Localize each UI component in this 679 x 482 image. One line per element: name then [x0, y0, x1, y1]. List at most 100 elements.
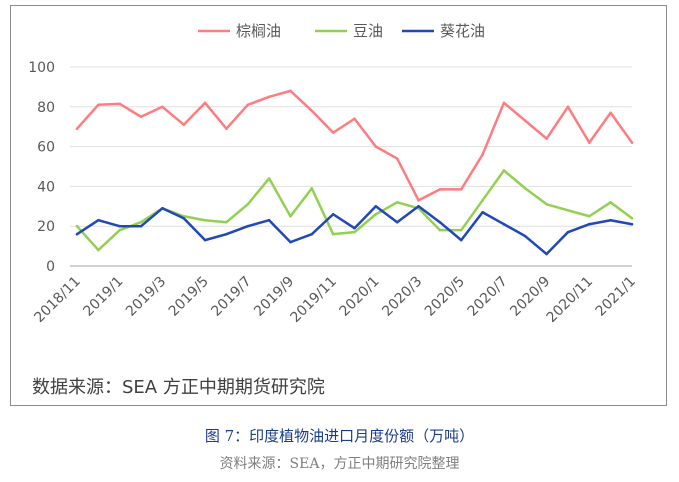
legend-label: 棕榈油	[236, 22, 281, 40]
data-point	[267, 218, 271, 222]
figure-source: 资料来源：SEA，方正中期研究院整理	[219, 456, 460, 472]
data-point	[502, 222, 506, 226]
data-point	[225, 127, 228, 130]
y-tick-label: 100	[28, 60, 55, 76]
data-point	[139, 115, 143, 119]
legend-label: 豆油	[353, 22, 383, 40]
data-point	[417, 205, 420, 208]
data-point	[225, 232, 228, 236]
data-point	[630, 222, 634, 226]
data-point	[161, 206, 164, 210]
data-point	[139, 220, 143, 224]
x-tick-label: 2021/1	[593, 274, 639, 320]
chart-source: 数据来源：SEA 方正中期期货研究院	[32, 377, 325, 398]
y-tick-label: 20	[37, 219, 55, 235]
data-point	[523, 187, 527, 190]
data-point	[203, 238, 207, 242]
data-point	[246, 224, 250, 228]
y-tick-label: 40	[37, 179, 55, 195]
x-tick-label: 2020/7	[465, 274, 511, 320]
x-tick-label: 2018/11	[31, 274, 83, 326]
data-point	[588, 222, 591, 226]
data-point	[566, 208, 570, 212]
data-point	[609, 218, 612, 222]
data-point	[545, 137, 548, 140]
data-point	[267, 177, 271, 180]
data-point	[310, 232, 314, 236]
data-point	[203, 218, 207, 222]
data-point	[161, 105, 164, 109]
x-tick-label: 2020/11	[544, 274, 596, 326]
data-point	[118, 102, 121, 106]
data-point	[417, 199, 420, 202]
data-point	[438, 220, 442, 224]
line-chart: 0204060801002018/112019/12019/32019/5201…	[28, 22, 639, 326]
data-point	[225, 220, 228, 224]
data-point	[588, 214, 591, 218]
data-point	[331, 131, 335, 134]
data-point	[545, 203, 548, 206]
data-point	[139, 224, 143, 228]
data-point	[481, 199, 484, 202]
data-point	[630, 141, 634, 144]
data-point	[374, 212, 378, 216]
data-point	[97, 248, 100, 252]
data-point	[481, 153, 484, 156]
data-point	[310, 187, 314, 190]
series-line	[76, 205, 633, 256]
x-tick-label: 2019/3	[123, 274, 169, 320]
data-point	[566, 230, 570, 234]
x-tick-label: 2020/5	[422, 274, 468, 320]
data-point	[395, 157, 399, 160]
legend-label: 葵花油	[440, 22, 485, 40]
data-point	[374, 145, 378, 148]
y-tick-label: 80	[37, 100, 55, 116]
data-point	[353, 226, 356, 230]
data-point	[459, 188, 463, 191]
x-tick-label: 2019/7	[208, 274, 254, 320]
data-point	[459, 228, 463, 232]
x-tick-label: 2020/3	[379, 274, 425, 320]
data-point	[630, 216, 634, 220]
data-point	[459, 238, 463, 242]
data-point	[246, 103, 250, 107]
data-point	[545, 252, 548, 256]
data-point	[353, 230, 356, 234]
x-tick-label: 2019/5	[166, 274, 212, 320]
data-point	[523, 119, 527, 123]
data-point	[588, 141, 591, 144]
y-tick-label: 0	[46, 259, 55, 275]
data-point	[438, 188, 442, 191]
data-point	[75, 232, 79, 236]
data-point	[331, 232, 335, 236]
data-point	[75, 127, 79, 130]
data-point	[353, 117, 356, 121]
data-point	[481, 210, 484, 214]
data-point	[182, 123, 186, 127]
data-point	[310, 109, 314, 113]
data-point	[374, 205, 378, 208]
data-point	[438, 228, 442, 232]
x-tick-label: 2020/1	[337, 274, 383, 320]
data-point	[523, 234, 527, 238]
data-point	[289, 89, 292, 93]
data-point	[566, 105, 570, 109]
data-point	[609, 201, 612, 204]
data-point	[97, 103, 100, 107]
data-point	[75, 224, 79, 228]
data-point	[97, 218, 100, 222]
data-point	[609, 111, 612, 115]
data-point	[502, 169, 506, 172]
data-point	[502, 101, 506, 105]
chart-frame	[10, 5, 667, 406]
x-tick-label: 2019/11	[288, 274, 340, 326]
data-point	[118, 224, 121, 228]
x-tick-label: 2019/1	[80, 274, 126, 320]
data-point	[289, 240, 292, 244]
data-point	[267, 95, 271, 99]
y-tick-label: 60	[37, 140, 55, 156]
data-point	[331, 212, 335, 216]
data-point	[118, 228, 121, 232]
data-point	[395, 220, 399, 224]
data-point	[246, 203, 250, 206]
